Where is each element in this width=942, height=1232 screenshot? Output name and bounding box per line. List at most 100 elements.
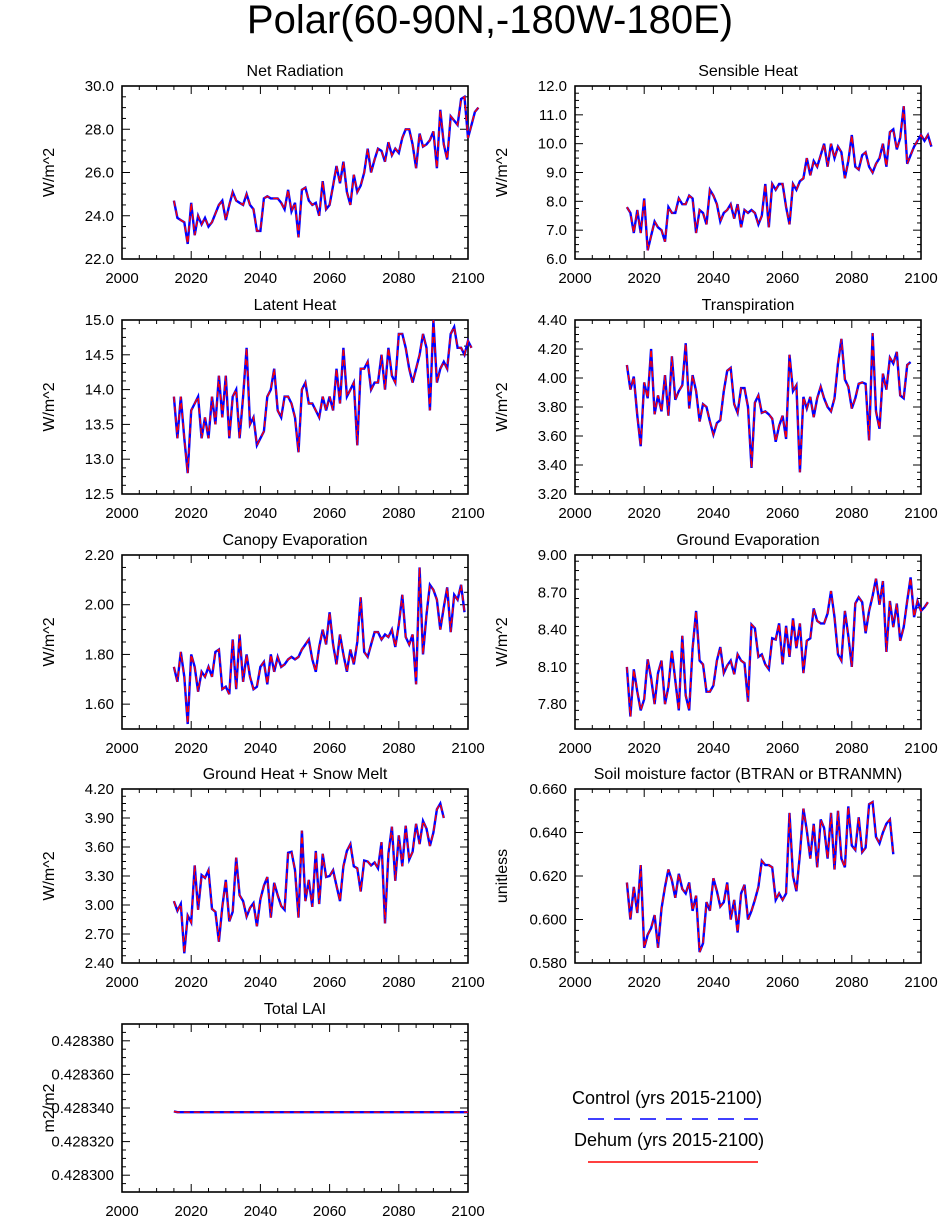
x-tick-label: 2100 [904,270,937,287]
y-tick-label: 12.5 [85,486,114,503]
x-tick-label: 2000 [105,1203,138,1220]
panel-title: Ground Evaporation [676,532,819,549]
x-tick-label: 2100 [904,974,937,991]
panel-1: Net Radiation W/m^2 2000 2020 2040 2060 2080 21… [41,63,485,287]
panel-9: Total LAI m2/m2 2000 2020 2040 2060 2080 2100 0.… [41,1001,485,1220]
panel-8: Soil moisture factor (BTRAN or BTRANMN) u… [494,766,938,991]
y-tick-label: 2.00 [85,597,114,614]
x-tick-label: 2040 [697,270,730,287]
x-tick-label: 2060 [313,974,346,991]
x-tick-label: 2000 [105,505,138,522]
x-tick-label: 2020 [175,270,208,287]
panel-title: Soil moisture factor (BTRAN or BTRANMN) [594,766,903,783]
x-tick-label: 2040 [697,505,730,522]
x-tick-label: 2100 [904,505,937,522]
y-tick-label: 28.0 [85,121,114,138]
y-tick-label: 3.60 [538,428,567,445]
y-axis-label: W/m^2 [494,382,511,431]
y-tick-label: 8.0 [546,193,567,210]
x-tick-label: 2060 [313,740,346,757]
series-line-dehum [626,106,933,251]
y-tick-label: 3.90 [85,810,114,827]
panel-6: Ground Evaporation W/m^2 2000 2020 2040 2060 2… [494,532,938,757]
x-tick-label: 2100 [451,740,484,757]
plot-frame [574,554,922,730]
y-tick-label: 2.40 [85,955,114,972]
y-tick-label: 14.5 [85,347,114,364]
series-line-dehum [173,567,466,725]
series-line-dehum [173,95,479,245]
x-tick-label: 2100 [451,505,484,522]
plot-frame [574,85,922,260]
x-tick-label: 2040 [697,740,730,757]
y-tick-label: 4.00 [538,370,567,387]
x-tick-label: 2060 [766,270,799,287]
series-line-control [625,577,929,717]
y-tick-label: 0.428340 [51,1100,114,1117]
x-tick-label: 2060 [766,974,799,991]
series-line-control [172,94,480,245]
plot-frame [121,554,469,730]
legend-label-dehum: Dehum (yrs 2015-2100) [574,1130,765,1150]
x-tick-label: 2020 [175,974,208,991]
x-tick-label: 2020 [628,974,661,991]
y-tick-label: 6.0 [546,251,567,268]
x-tick-label: 2060 [313,270,346,287]
x-tick-label: 2080 [835,740,868,757]
y-tick-label: 12.0 [538,78,567,95]
x-tick-label: 2040 [244,505,277,522]
y-tick-label: 0.428300 [51,1167,114,1184]
plot-frame [121,1023,469,1193]
x-tick-label: 2040 [244,974,277,991]
y-tick-label: 22.0 [85,251,114,268]
y-tick-label: 26.0 [85,165,114,182]
panel-5: Canopy Evaporation W/m^2 2000 2020 2040 2060 2… [41,532,485,757]
series-line-control [172,800,445,954]
y-tick-label: 4.20 [538,341,567,358]
y-axis-label: m2/m2 [41,1083,58,1132]
series-line-dehum [626,333,912,473]
y-tick-label: 3.00 [85,897,114,914]
x-tick-label: 2080 [835,974,868,991]
x-tick-label: 2020 [628,270,661,287]
y-tick-label: 0.428320 [51,1134,114,1151]
plot-frame [121,85,469,260]
y-tick-label: 8.10 [538,659,567,676]
series-line-control [625,333,912,473]
panel-title: Total LAI [264,1001,326,1018]
y-tick-label: 13.0 [85,451,114,468]
y-tick-label: 3.80 [538,399,567,416]
y-tick-label: 2.20 [85,547,114,564]
y-axis-label: W/m^2 [494,148,511,197]
x-tick-label: 2100 [451,974,484,991]
x-tick-label: 2080 [835,270,868,287]
y-axis-label: W/m^2 [494,617,511,666]
y-tick-label: 0.428360 [51,1066,114,1083]
y-tick-label: 4.40 [538,312,567,329]
x-tick-label: 2100 [904,740,937,757]
panel-title: Latent Heat [254,297,337,314]
panel-title: Ground Heat + Snow Melt [203,766,388,783]
x-tick-label: 2000 [558,740,591,757]
x-tick-label: 2020 [175,1203,208,1220]
x-tick-label: 2100 [451,270,484,287]
y-tick-label: 3.40 [538,457,567,474]
y-tick-label: 15.0 [85,312,114,329]
x-tick-label: 2040 [244,740,277,757]
panel-2: Sensible Heat W/m^2 2000 2020 2040 2060 2080 21… [494,63,938,287]
y-tick-label: 0.640 [529,825,567,842]
y-tick-label: 0.428380 [51,1033,114,1050]
panel-3: Latent Heat W/m^2 2000 2020 2040 2060 2080 2100… [41,297,485,522]
x-tick-label: 2000 [558,974,591,991]
y-tick-label: 9.0 [546,165,567,182]
y-tick-label: 10.0 [538,136,567,153]
x-tick-label: 2000 [105,974,138,991]
x-tick-label: 2060 [313,1203,346,1220]
legend-label-control: Control (yrs 2015-2100) [572,1088,763,1108]
y-tick-label: 30.0 [85,78,114,95]
x-tick-label: 2000 [558,505,591,522]
y-tick-label: 2.70 [85,926,114,943]
x-tick-label: 2000 [105,270,138,287]
y-tick-label: 0.600 [529,912,567,929]
